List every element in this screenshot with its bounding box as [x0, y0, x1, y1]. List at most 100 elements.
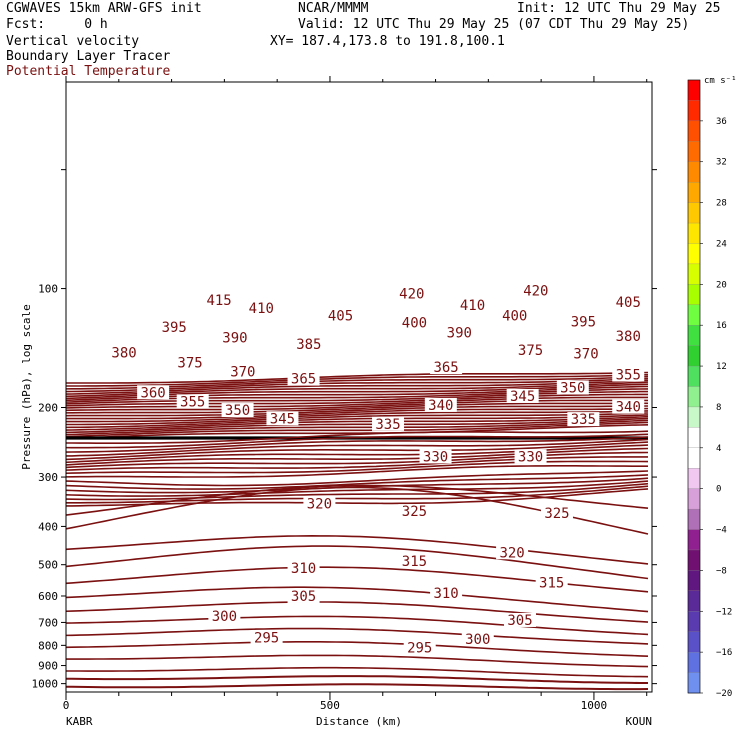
- isentrope-line: [66, 485, 649, 504]
- contour-label: 355: [180, 394, 205, 410]
- contour-label-bg: [535, 575, 568, 590]
- contour-label-bg: [137, 385, 170, 400]
- isentrope-line: [66, 438, 649, 457]
- contour-label-bg: [506, 388, 539, 403]
- isentrope-line: [66, 666, 649, 678]
- contour-label-bg: [287, 561, 320, 576]
- colorbar-swatch: [687, 325, 701, 347]
- contour-label: 340: [428, 398, 453, 414]
- contour-label: 305: [291, 589, 316, 605]
- contour-label: 365: [433, 360, 458, 376]
- isentrope-line: [66, 534, 649, 565]
- colorbar-swatch: [687, 222, 701, 244]
- contour-label: 415: [206, 293, 231, 309]
- contour-label-bg: [398, 315, 431, 330]
- isentrope-line: [66, 390, 648, 405]
- y-tick-label: 700: [38, 616, 58, 629]
- isentrope-line: [66, 407, 649, 420]
- x-tick-label: 1000: [581, 699, 608, 712]
- isentrope-line: [66, 433, 649, 449]
- isentrope-line: [66, 371, 649, 384]
- contour-label: 370: [573, 346, 598, 362]
- contour-label-bg: [287, 588, 320, 603]
- model-title: CGWAVES 15km ARW-GFS init: [6, 1, 202, 16]
- isentrope-line: [66, 415, 649, 431]
- colorbar-swatch: [687, 427, 701, 449]
- isentrope-line: [66, 601, 649, 623]
- contour-label-bg: [443, 325, 476, 340]
- contour-label-bg: [419, 449, 452, 464]
- field-boundary-layer-tracer: Boundary Layer Tracer: [6, 49, 171, 64]
- colorbar-label: 12: [716, 362, 727, 372]
- contour-label-bg: [324, 308, 357, 323]
- cross-section-coords: XY= 187.4,173.8 to 191.8,100.1: [270, 34, 505, 49]
- colorbar-swatch: [687, 631, 701, 653]
- isentrope-line: [66, 412, 649, 426]
- y-tick-label: 800: [38, 639, 58, 652]
- colorbar-swatch: [687, 120, 701, 142]
- contour-label-bg: [245, 301, 278, 316]
- colorbar-label: 0: [716, 485, 721, 495]
- contour-label-bg: [266, 411, 299, 426]
- colorbar-label: −4: [716, 526, 727, 536]
- field-vertical-velocity: Vertical velocity: [6, 34, 140, 49]
- contour-label: 335: [571, 412, 596, 428]
- init-time: Init: 12 UTC Thu 29 May 25: [517, 1, 721, 16]
- isentrope-line: [66, 586, 649, 613]
- colorbar-label: 28: [716, 199, 727, 209]
- colorbar-swatch: [687, 141, 701, 163]
- contour-label-bg: [292, 336, 325, 351]
- contour-label: 345: [270, 411, 295, 427]
- colorbar-swatch: [687, 549, 701, 571]
- contour-label: 370: [230, 364, 255, 380]
- valid-time: Valid: 12 UTC Thu 29 May 25 (07 CDT Thu …: [298, 17, 690, 32]
- contour-label: 310: [433, 586, 458, 602]
- isentrope-line: [66, 545, 649, 580]
- contour-label-bg: [567, 412, 600, 427]
- isentrope-line: [66, 641, 649, 657]
- contour-label: 305: [507, 613, 532, 629]
- contour-label: 350: [225, 403, 250, 419]
- isentrope-line: [66, 396, 648, 409]
- colorbar-swatch: [687, 79, 701, 101]
- isentrope-line: [66, 424, 649, 440]
- colorbar-swatch: [687, 611, 701, 633]
- contour-label: 390: [222, 330, 247, 346]
- contour-label: 350: [560, 380, 585, 396]
- contour-label: 420: [399, 287, 424, 303]
- colorbar-swatch: [687, 672, 701, 694]
- field-potential-temperature: Potential Temperature: [6, 64, 171, 79]
- isentrope-line: [66, 447, 649, 466]
- contour-label: 365: [291, 372, 316, 388]
- contour-label-bg: [250, 630, 283, 645]
- contour-label-bg: [398, 504, 431, 519]
- isentrope-line: [66, 482, 649, 501]
- contour-label: 315: [402, 554, 427, 570]
- colorbar-label: 4: [716, 444, 721, 454]
- contour-label: 410: [460, 298, 485, 314]
- contour-label-bg: [612, 399, 645, 414]
- colorbar-swatch: [687, 161, 701, 183]
- isentrope-line: [66, 675, 648, 684]
- colorbar: 36 32 28 24 20 16 12 8 4 0 −4 −8 −12 −16 −20: [687, 79, 732, 699]
- contour-label: 325: [544, 506, 569, 522]
- contour-label: 405: [616, 295, 641, 311]
- colorbar-swatch: [687, 386, 701, 408]
- contour-label-bg: [221, 403, 254, 418]
- colorbar-label: −12: [716, 607, 732, 617]
- colorbar-swatch: [687, 182, 701, 204]
- contour-label: 420: [523, 283, 548, 299]
- contour-label: 400: [402, 316, 427, 332]
- x-endpoint-left: KABR: [66, 715, 93, 728]
- y-tick-label: 300: [38, 471, 58, 484]
- contour-label-bg: [498, 308, 531, 323]
- contour-label: 410: [249, 301, 274, 317]
- contour-label: 405: [328, 309, 353, 325]
- colorbar-swatch: [687, 508, 701, 530]
- contour-label-bg: [504, 612, 537, 627]
- x-endpoint-right: KOUN: [626, 715, 653, 728]
- contour-label: 340: [616, 400, 641, 416]
- contour-label-bg: [556, 380, 589, 395]
- isentrope-line: [66, 484, 649, 516]
